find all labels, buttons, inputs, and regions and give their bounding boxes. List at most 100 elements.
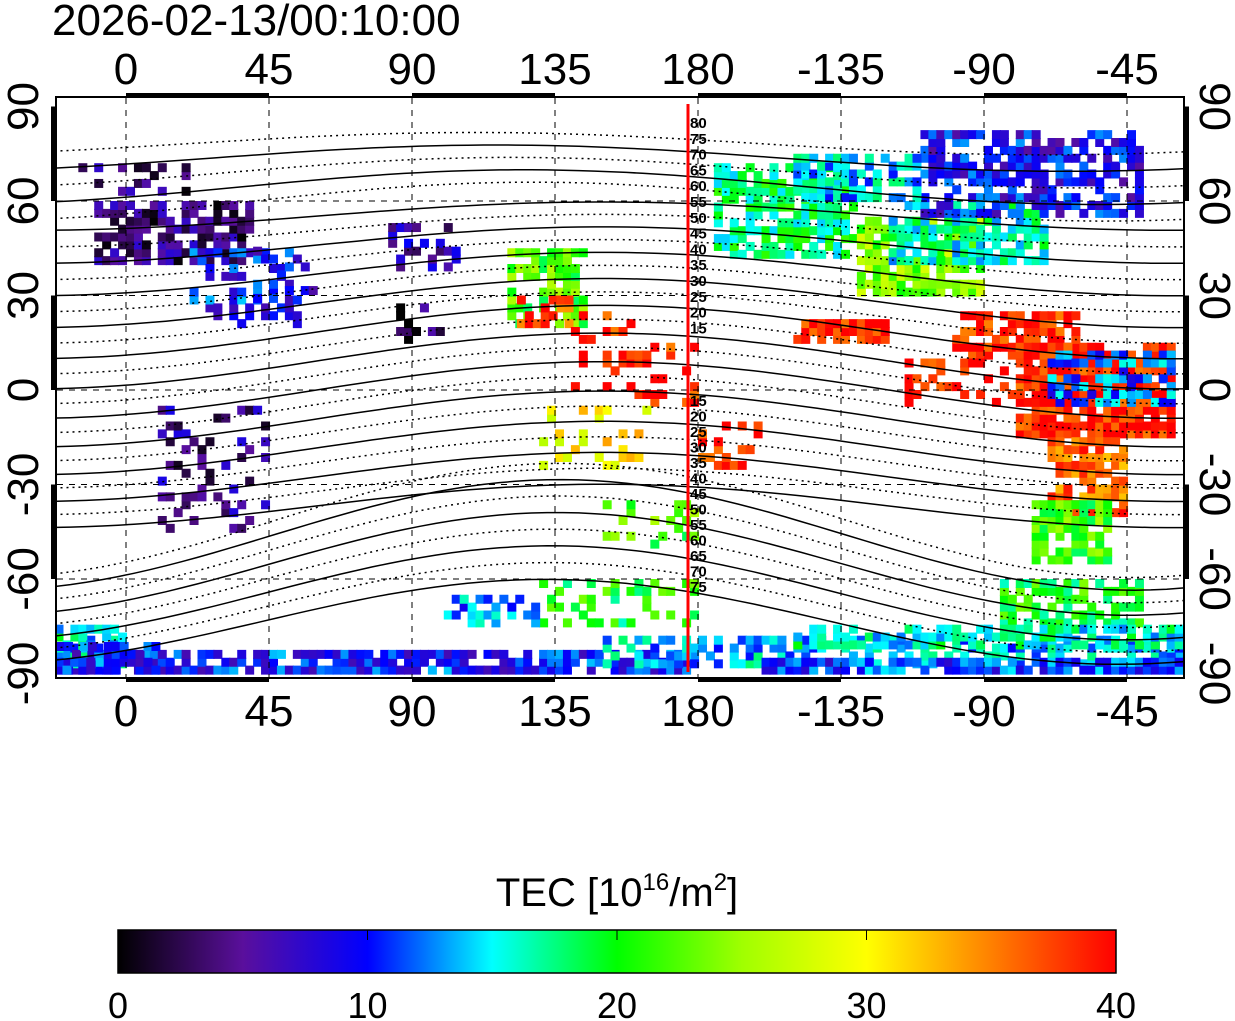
tec-cell bbox=[769, 210, 779, 220]
tec-cell bbox=[817, 193, 827, 203]
tec-cell bbox=[666, 651, 676, 661]
tec-cell bbox=[602, 358, 612, 368]
tec-cell bbox=[1055, 429, 1065, 439]
tec-cell bbox=[825, 193, 835, 203]
mlat-contour bbox=[57, 511, 1183, 616]
tec-cell bbox=[118, 208, 128, 218]
tec-cell bbox=[110, 256, 120, 266]
tec-cell bbox=[1055, 610, 1065, 620]
tec-cell bbox=[1071, 624, 1081, 634]
tec-cell bbox=[936, 366, 946, 376]
tec-cell bbox=[245, 405, 255, 415]
tec-cell bbox=[524, 311, 534, 321]
tec-cell bbox=[904, 382, 914, 392]
tec-cell bbox=[991, 169, 1001, 179]
tec-cell bbox=[856, 271, 866, 281]
tec-cell bbox=[841, 226, 850, 236]
tec-cell bbox=[793, 665, 803, 675]
tec-cell bbox=[1087, 169, 1097, 179]
tec-cell bbox=[396, 223, 406, 233]
tec-cell bbox=[133, 216, 143, 226]
tec-cell bbox=[149, 649, 159, 659]
tec-cell bbox=[745, 194, 755, 204]
tec-cell bbox=[1039, 366, 1049, 376]
tec-cell bbox=[1119, 492, 1129, 502]
tec-cell bbox=[912, 201, 922, 210]
tec-cell bbox=[1063, 500, 1073, 510]
tec-cell bbox=[78, 665, 88, 675]
tec-cell bbox=[848, 319, 858, 329]
tec-cell bbox=[459, 649, 469, 659]
tec-cell bbox=[127, 649, 137, 659]
tec-cell bbox=[1095, 640, 1105, 650]
tec-cell bbox=[1055, 334, 1065, 344]
mlat-label: 75 bbox=[690, 131, 707, 148]
tec-cell bbox=[1055, 397, 1065, 407]
tec-cell bbox=[888, 665, 898, 675]
tec-cell bbox=[968, 177, 978, 187]
tec-cell bbox=[1071, 657, 1081, 667]
tec-cell bbox=[1055, 523, 1065, 533]
tec-cell bbox=[1031, 547, 1041, 557]
tec-cell bbox=[135, 665, 145, 675]
tec-cell bbox=[1158, 374, 1168, 384]
tec-cell bbox=[864, 232, 874, 242]
tec-cell bbox=[126, 224, 135, 234]
tec-cell bbox=[388, 649, 398, 659]
tec-cell bbox=[952, 632, 962, 642]
tec-cell bbox=[626, 508, 636, 518]
frame-bar bbox=[698, 677, 841, 682]
tec-cell bbox=[1015, 201, 1025, 210]
tec-cell bbox=[1103, 405, 1113, 415]
tec-cell bbox=[1111, 665, 1121, 675]
tec-cell bbox=[594, 657, 604, 667]
tec-cell bbox=[1119, 153, 1129, 163]
tec-cell bbox=[127, 657, 137, 667]
tec-cell bbox=[126, 186, 135, 196]
tec-cell bbox=[817, 319, 827, 329]
tec-cell bbox=[968, 327, 978, 336]
tec-cell bbox=[261, 453, 271, 462]
tec-cell bbox=[1127, 421, 1136, 431]
tec-cell bbox=[165, 523, 175, 533]
tec-cell bbox=[237, 224, 247, 234]
tec-cell bbox=[1047, 138, 1057, 147]
tec-cell bbox=[1015, 421, 1025, 431]
tec-cell bbox=[404, 327, 414, 336]
tec-cell bbox=[952, 279, 962, 289]
mlat-contour bbox=[57, 420, 1183, 476]
tec-cell bbox=[809, 632, 819, 642]
tec-cell bbox=[1119, 508, 1129, 518]
tec-cell bbox=[650, 374, 660, 384]
tec-cell bbox=[841, 169, 850, 179]
tec-cell bbox=[1127, 145, 1136, 155]
tec-cell bbox=[674, 665, 684, 675]
tec-cell bbox=[1039, 508, 1049, 518]
tec-cell bbox=[864, 256, 874, 266]
tec-cell bbox=[991, 232, 1001, 242]
tec-cell bbox=[968, 232, 978, 242]
tec-cell bbox=[976, 657, 986, 667]
tec-cell bbox=[324, 665, 334, 675]
tec-cell bbox=[245, 248, 255, 258]
tec-cell bbox=[197, 240, 207, 250]
tec-cell bbox=[1087, 484, 1097, 494]
tec-cell bbox=[984, 632, 993, 642]
tec-cell bbox=[968, 169, 978, 179]
tec-cell bbox=[1079, 665, 1089, 675]
tec-cell bbox=[284, 311, 294, 321]
tec-cell bbox=[1015, 208, 1025, 218]
tec-cell bbox=[1111, 640, 1121, 650]
tec-cell bbox=[110, 208, 120, 218]
tec-cell bbox=[1039, 319, 1049, 329]
tec-cell bbox=[1134, 145, 1144, 155]
tec-cell bbox=[562, 311, 572, 321]
tec-cell bbox=[173, 429, 183, 439]
tec-cell bbox=[872, 264, 882, 273]
tec-cell bbox=[785, 186, 795, 196]
tec-cell bbox=[999, 169, 1009, 179]
tec-cell bbox=[1134, 374, 1144, 384]
tec-cell bbox=[427, 649, 437, 659]
tec-cell bbox=[1031, 657, 1041, 667]
